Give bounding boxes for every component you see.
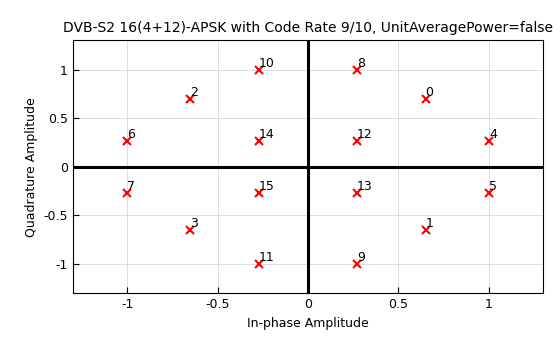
Text: 9: 9 [357, 251, 365, 264]
Text: 13: 13 [357, 180, 372, 193]
Text: 15: 15 [259, 180, 275, 193]
Text: 3: 3 [190, 217, 198, 230]
Text: 14: 14 [259, 128, 275, 141]
Text: 11: 11 [259, 251, 275, 264]
Text: 6: 6 [127, 128, 135, 141]
Text: 10: 10 [259, 57, 275, 70]
Text: 2: 2 [190, 86, 198, 99]
Text: 7: 7 [127, 180, 135, 193]
X-axis label: In-phase Amplitude: In-phase Amplitude [247, 316, 369, 330]
Title: DVB-S2 16(4+12)-APSK with Code Rate 9/10, UnitAveragePower=false: DVB-S2 16(4+12)-APSK with Code Rate 9/10… [63, 21, 553, 35]
Text: 8: 8 [357, 57, 365, 70]
Text: 1: 1 [426, 217, 433, 230]
Text: 12: 12 [357, 128, 372, 141]
Text: 4: 4 [489, 128, 497, 141]
Text: 5: 5 [489, 180, 497, 193]
Text: 0: 0 [426, 86, 433, 99]
Y-axis label: Quadrature Amplitude: Quadrature Amplitude [25, 97, 38, 237]
